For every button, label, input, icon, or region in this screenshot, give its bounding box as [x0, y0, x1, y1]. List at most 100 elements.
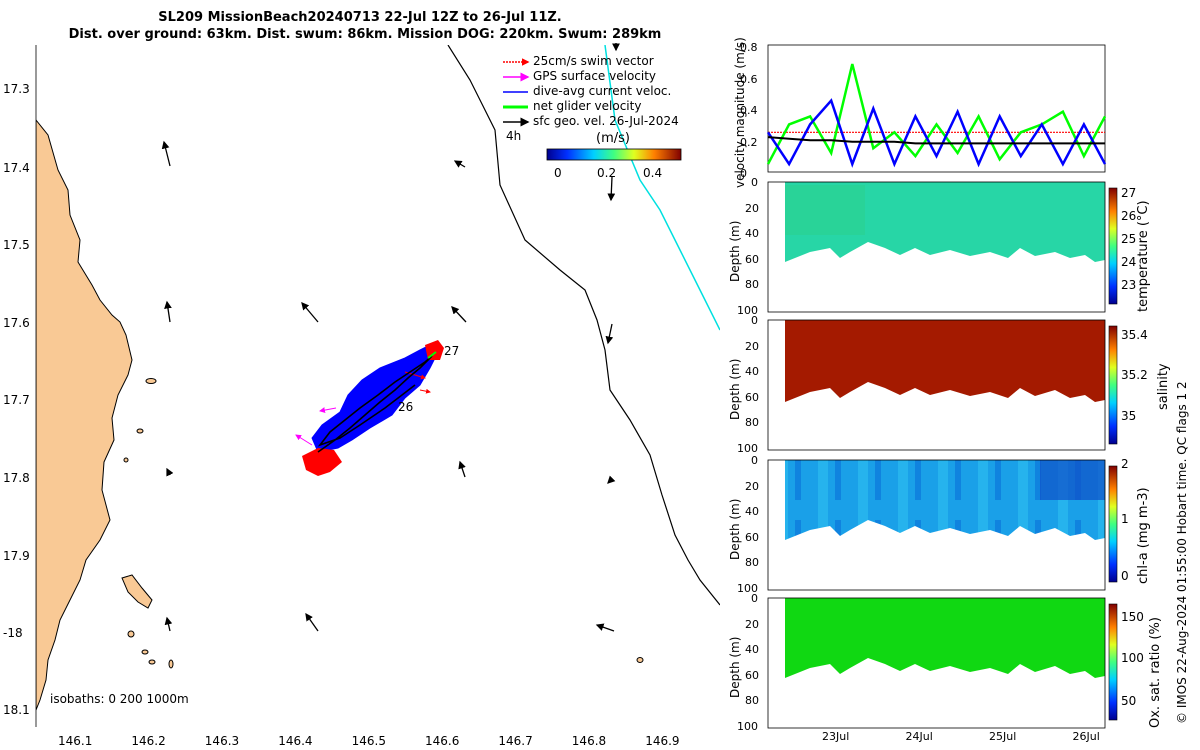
depth-tick: 20	[745, 201, 759, 215]
depth-ylabel: Depth (m)	[728, 358, 742, 420]
legend-scale-label: 4h	[506, 129, 522, 143]
map-x-tick-label: 146.3	[204, 734, 240, 748]
velocity-series-sfc-geo-vel	[767, 136, 1105, 145]
velocity-ylabel: velocity magnitude (m/s)	[733, 37, 747, 188]
legend-gps-label: GPS surface velocity	[533, 69, 657, 83]
date-tick-label: 26Jul	[1072, 730, 1100, 743]
depth-tick: 20	[745, 479, 759, 493]
depth-tick: 40	[745, 365, 759, 378]
depth-tick: 60	[745, 252, 759, 266]
chl-colorbar-tick: 0	[1121, 569, 1129, 583]
temperature-colorbar-tick: 27	[1121, 186, 1137, 200]
depth-tick: 20	[745, 617, 759, 631]
depth-tick: 20	[745, 339, 759, 353]
day-label-26: 26	[398, 400, 413, 414]
swim-vectors	[302, 448, 342, 476]
island	[141, 649, 149, 655]
chl-colorbar	[1108, 465, 1118, 583]
sfc-geo-vectors	[161, 43, 620, 632]
velocity-y-tick: 0.2	[740, 135, 758, 149]
footer-note: © IMOS 22-Aug-2024 01:55:00 Hobart time.…	[1175, 381, 1189, 724]
map-y-tick-label: 17.4	[3, 161, 30, 175]
map-x-tick-label: 146.1	[58, 734, 93, 748]
depth-tick: 100	[737, 303, 758, 317]
depth-tick: 60	[745, 390, 759, 404]
map-x-tick-label: 146.5	[351, 734, 386, 748]
salinity-section	[785, 320, 1105, 402]
velocity-y-tick: 0	[740, 167, 747, 180]
depth-ylabel: Depth (m)	[728, 636, 742, 698]
oxygen-colorbar-tick: 50	[1121, 694, 1137, 708]
depth-tick: 40	[745, 227, 759, 240]
salinity-label: salinity	[1156, 363, 1171, 410]
chl-label: chl-a (mg m-3)	[1136, 487, 1151, 584]
legend-dac-label: dive-avg current veloc.	[533, 84, 672, 98]
island	[148, 659, 156, 665]
depth-tick: 0	[751, 454, 758, 467]
legend-sfc-label: sfc geo. vel. 26-Jul-2024	[533, 114, 679, 128]
map-y-tick-label: 17.8	[3, 471, 30, 485]
map-x-tick-label: 146.4	[278, 734, 313, 748]
island	[636, 657, 644, 663]
day-label-27: 27	[444, 344, 459, 358]
map-x-tick-label: 146.2	[131, 734, 166, 748]
depth-tick: 80	[745, 278, 759, 291]
coastline-land	[36, 119, 133, 711]
isobaths-label: isobaths: 0 200 1000m	[50, 692, 189, 706]
legend-net-label: net glider velocity	[533, 99, 642, 113]
colorbar-tick: 0.4	[643, 166, 663, 180]
date-tick-label: 23Jul	[822, 730, 850, 743]
salinity-colorbar-tick: 35.4	[1121, 328, 1148, 342]
temperature-label: temperature (°C)	[1136, 200, 1151, 312]
depth-tick: 40	[745, 643, 759, 656]
swim-vectors	[425, 340, 444, 360]
oxygen-colorbar-tick: 150	[1121, 610, 1144, 624]
chl-colorbar-tick: 2	[1121, 457, 1129, 471]
panels-svg	[766, 44, 1118, 729]
map-x-tick-label: 146.9	[645, 734, 680, 748]
isobath-line	[447, 45, 720, 606]
colorbar-unit: (m/s)	[596, 131, 630, 146]
island	[136, 428, 144, 434]
velocity-axes	[767, 44, 1106, 173]
depth-tick: 80	[745, 694, 759, 707]
velocity-y-tick: 0.4	[740, 104, 758, 117]
title-line-1: SL209 MissionBeach20240713 22-Jul 12Z to…	[158, 10, 562, 25]
temperature-colorbar-tick: 24	[1121, 255, 1137, 269]
depth-ylabel: Depth (m)	[728, 498, 742, 560]
salinity-colorbar	[1108, 325, 1118, 445]
date-tick-label: 24Jul	[905, 730, 933, 743]
salinity-axes	[767, 319, 1106, 451]
temperature-colorbar-tick: 25	[1121, 232, 1137, 246]
velocity-y-tick: 0.8	[740, 41, 758, 54]
chl-section	[785, 460, 1105, 540]
map-y-tick-label: 17.9	[3, 549, 30, 563]
island	[123, 457, 129, 463]
colorbar-tick: 0	[554, 166, 562, 180]
depth-tick: 80	[745, 416, 759, 429]
island	[168, 659, 174, 669]
oxygen-label: Ox. sat. ratio (%)	[1148, 617, 1163, 728]
legend-symbols	[503, 58, 530, 127]
depth-tick: 0	[751, 176, 758, 189]
map-x-tick-label: 146.6	[425, 734, 460, 748]
colorbar-tick: 0.2	[597, 166, 617, 180]
temperature-patch	[785, 185, 865, 235]
island	[127, 630, 135, 638]
oxygen-colorbar	[1108, 603, 1118, 721]
map-y-tick-label: 17.3	[3, 82, 30, 96]
chl-axes	[767, 459, 1106, 591]
depth-tick: 40	[745, 505, 759, 518]
depth-tick: 60	[745, 530, 759, 544]
depth-tick: 100	[737, 719, 758, 733]
depth-tick: 80	[745, 556, 759, 569]
depth-tick: 60	[745, 668, 759, 682]
map-svg: 27 26	[35, 43, 720, 727]
island	[145, 378, 157, 384]
oxygen-section	[785, 598, 1105, 678]
depth-tick: 100	[737, 581, 758, 595]
track-line	[317, 355, 433, 453]
date-tick-label: 25Jul	[989, 730, 1017, 743]
depth-tick: 0	[751, 592, 758, 605]
map-x-tick-label: 146.7	[498, 734, 533, 748]
